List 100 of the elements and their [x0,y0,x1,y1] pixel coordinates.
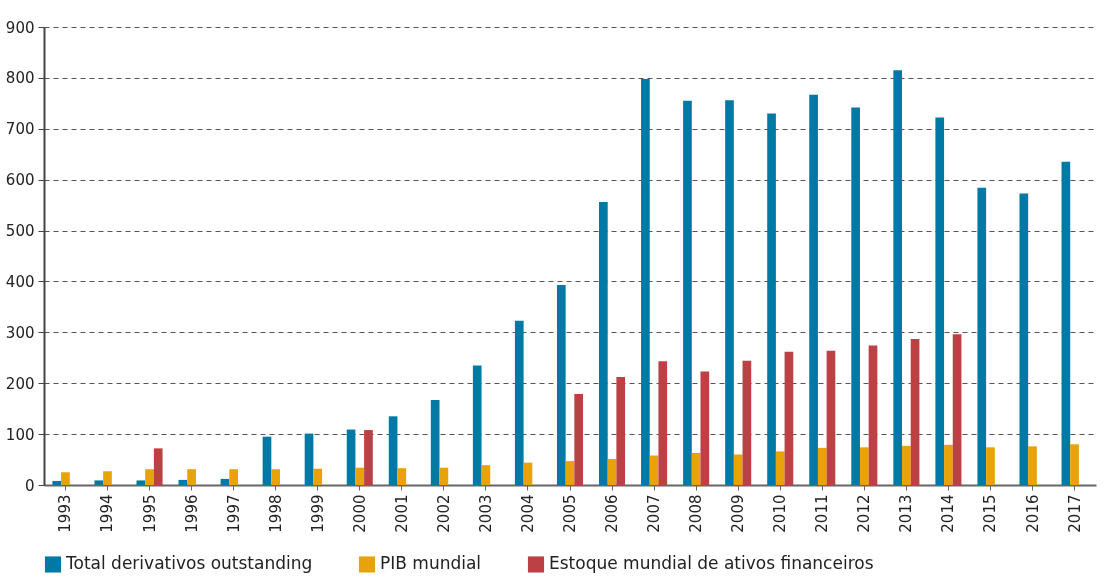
bar [733,454,743,485]
bar [439,467,449,485]
bar [397,468,407,485]
bar [472,365,482,485]
bar [187,469,196,485]
y-tick-label: 500 [5,222,35,241]
bar [103,471,112,485]
bar [649,455,659,485]
x-tick-label: 1996 [182,494,201,533]
x-tick-label: 1999 [308,494,327,533]
bar [574,393,584,485]
x-tick-label: 1998 [266,494,285,533]
bar [481,465,491,485]
bar [556,285,566,485]
legend-label: PIB mundial [380,553,482,574]
x-tick-label: 2002 [434,494,453,533]
bar [725,100,734,485]
legend-label: Estoque mundial de ativos financeiros [549,553,874,574]
x-tick-label: 2006 [603,494,622,533]
x-tick-label: 1995 [140,494,159,533]
x-tick-label: 2011 [813,494,832,533]
bar [262,436,272,485]
bar [145,469,154,485]
bar [271,469,281,485]
bar [809,94,818,485]
y-tick-label: 100 [5,425,35,444]
bar [700,371,710,485]
bar [944,444,953,485]
x-tick-label: 2014 [939,494,958,533]
y-tick-label: 600 [5,171,35,190]
x-tick-label: 2015 [981,494,1000,533]
bar [1070,444,1079,485]
bar [220,478,230,485]
x-tick-label: 2008 [687,494,706,533]
y-tick-label: 900 [5,18,35,37]
bar [977,187,987,485]
bar [388,416,398,485]
bar [742,360,752,485]
bar [599,202,608,485]
x-tick-label: 2016 [1023,494,1042,533]
bar [229,469,238,485]
bar [691,452,701,485]
bar [565,461,575,485]
bar [817,447,827,485]
x-tick-label: 2010 [771,494,790,533]
bar [859,447,869,485]
bar [136,480,146,485]
bar [346,429,356,485]
y-tick-label: 0 [24,476,35,495]
bar [851,107,860,485]
bar [868,345,878,485]
bar [1019,193,1029,485]
y-tick-label: 700 [5,120,35,139]
bar [430,400,440,485]
bar [355,467,365,485]
x-tick-label: 2001 [392,494,411,533]
bar [910,338,920,485]
bar [616,377,626,485]
bar [902,445,911,485]
bar [641,78,650,485]
x-tick-label: 2012 [855,494,874,533]
bar [986,447,995,485]
x-tick-label: 2000 [350,494,369,533]
bar [826,350,836,485]
x-tick-label: 2005 [561,494,579,533]
y-tick-label: 200 [5,374,35,393]
bar [1028,446,1037,485]
x-tick-label: 1997 [224,494,243,533]
legend-label: Total derivativos outstanding [65,553,313,574]
bar [784,351,794,485]
bar [658,361,668,485]
x-tick-label: 2007 [645,494,664,533]
x-tick-label: 1993 [56,494,75,533]
bar [775,451,785,485]
bar [683,100,692,485]
bar [178,479,188,485]
bar [61,472,70,485]
x-tick-label: 2009 [729,494,748,533]
x-tick-label: 1994 [98,494,117,533]
bar [767,113,776,485]
bar [1061,161,1071,485]
bar [514,320,524,485]
bar [952,334,962,485]
x-tick-label: 2017 [1065,494,1084,533]
bar [935,117,945,485]
y-tick-label: 300 [5,323,35,342]
y-tick-label: 800 [5,69,35,88]
x-tick-label: 2004 [518,494,537,533]
y-tick-label: 400 [5,272,35,291]
bar [313,468,323,485]
x-tick-label: 2013 [897,494,916,533]
bar [523,462,533,485]
bar [893,70,903,485]
bar [364,430,373,485]
x-tick-label: 2003 [476,494,495,533]
bar [52,480,62,485]
bar [607,459,617,485]
bar [304,433,314,485]
bar [153,448,163,485]
bar [94,480,104,485]
